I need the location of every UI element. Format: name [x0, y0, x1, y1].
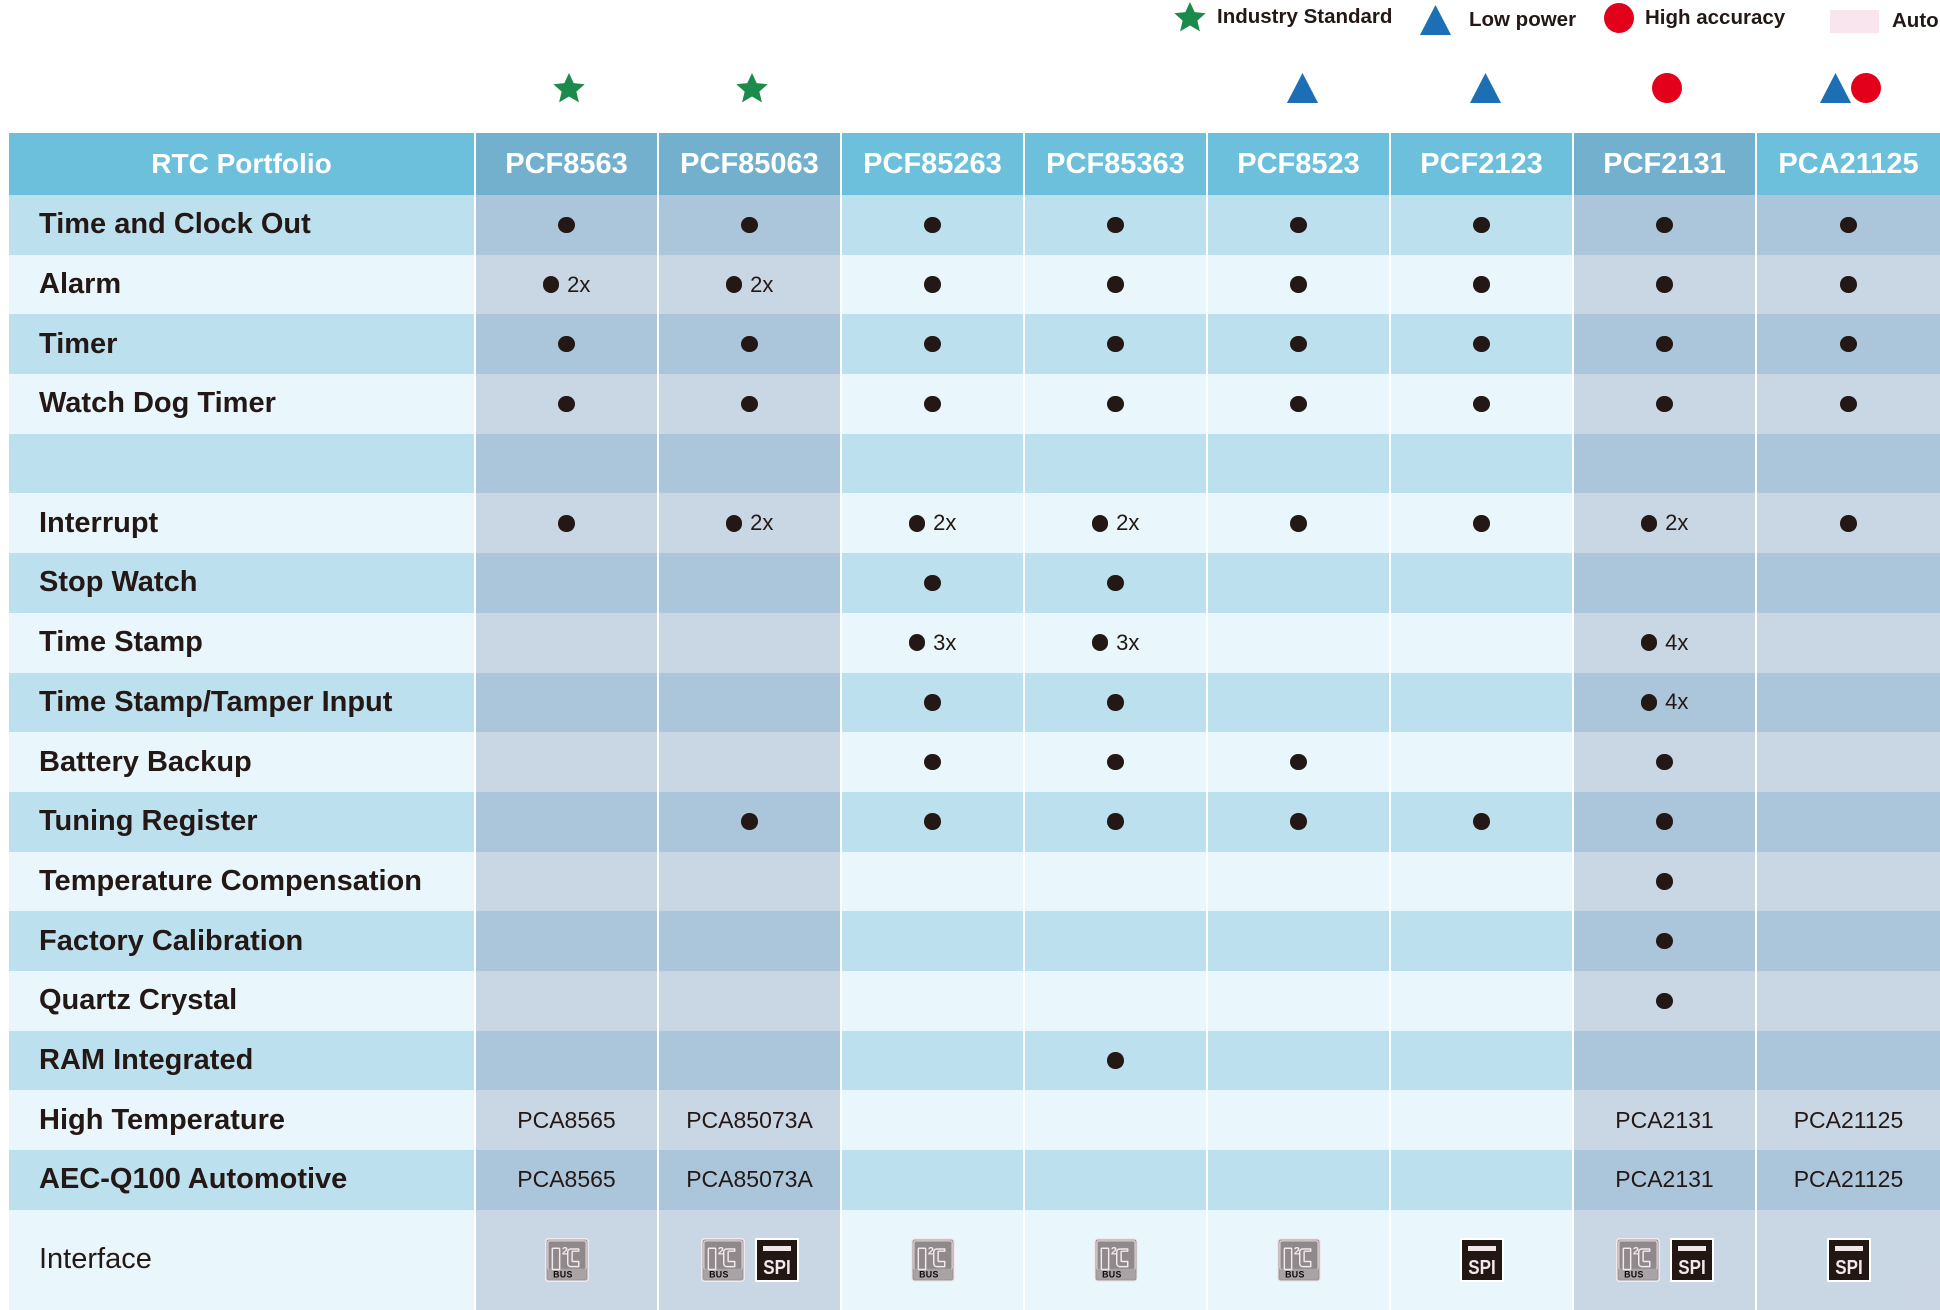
svg-text:BUS: BUS [1624, 1269, 1644, 1279]
svg-text:BUS: BUS [553, 1269, 573, 1279]
svg-text:BUS: BUS [1285, 1269, 1305, 1279]
svg-text:SPI: SPI [1468, 1255, 1495, 1278]
svg-text:SPI: SPI [1835, 1255, 1862, 1278]
svg-text:BUS: BUS [709, 1269, 729, 1279]
svg-text:SPI: SPI [1678, 1255, 1705, 1278]
svg-text:SPI: SPI [763, 1255, 790, 1278]
svg-text:BUS: BUS [919, 1269, 939, 1279]
svg-text:BUS: BUS [1102, 1269, 1122, 1279]
